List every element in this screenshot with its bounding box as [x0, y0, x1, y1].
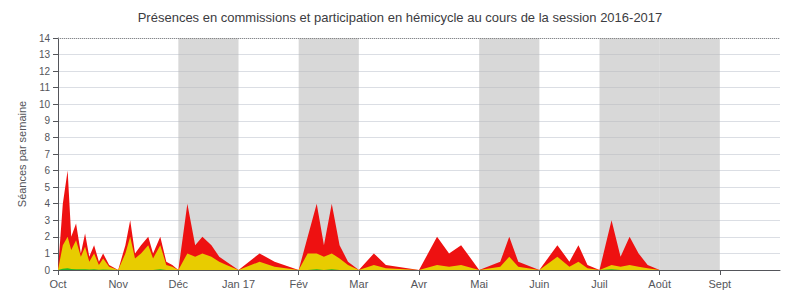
svg-text:10: 10 [39, 99, 51, 110]
svg-text:Fév: Fév [289, 278, 308, 290]
svg-text:Séances par semaine: Séances par semaine [16, 101, 28, 207]
svg-text:Présences en commissions et pa: Présences en commissions et participatio… [138, 10, 663, 25]
svg-text:Mar: Mar [349, 278, 368, 290]
svg-text:Juin: Juin [529, 278, 549, 290]
svg-text:6: 6 [44, 165, 50, 176]
svg-text:0: 0 [44, 265, 50, 276]
svg-text:Août: Août [648, 278, 671, 290]
svg-text:9: 9 [44, 115, 50, 126]
svg-text:7: 7 [44, 149, 50, 160]
svg-text:3: 3 [44, 215, 50, 226]
svg-text:2: 2 [44, 231, 50, 242]
svg-text:11: 11 [40, 82, 51, 93]
svg-text:4: 4 [44, 198, 50, 209]
svg-text:Avr: Avr [411, 278, 428, 290]
svg-text:Mai: Mai [470, 278, 488, 290]
svg-text:1: 1 [44, 248, 50, 259]
svg-text:Juil: Juil [591, 278, 608, 290]
svg-text:14: 14 [39, 33, 51, 44]
svg-text:13: 13 [39, 49, 51, 60]
svg-text:5: 5 [44, 182, 50, 193]
svg-text:12: 12 [39, 66, 51, 77]
svg-text:Jan 17: Jan 17 [222, 278, 255, 290]
svg-text:Nov: Nov [108, 278, 128, 290]
svg-text:8: 8 [44, 132, 50, 143]
svg-text:Déc: Déc [169, 278, 189, 290]
svg-text:Oct: Oct [49, 278, 66, 290]
svg-text:Sept: Sept [709, 278, 732, 290]
